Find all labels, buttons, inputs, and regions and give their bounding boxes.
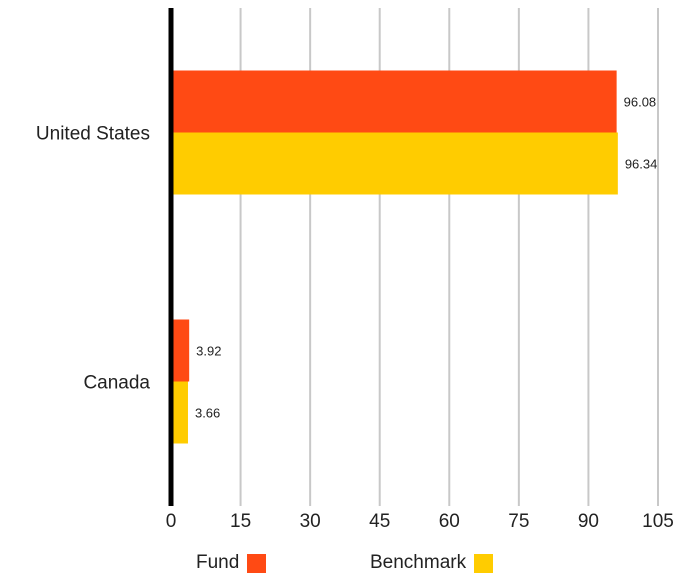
data-label: 3.92 (196, 344, 221, 359)
x-tick-label: 75 (508, 511, 529, 532)
category-label: Canada (83, 373, 150, 394)
category-labels: United States Canada (36, 124, 151, 394)
bar-fund-canada (171, 319, 190, 382)
legend-label-benchmark: Benchmark (370, 552, 467, 573)
x-tick-label: 30 (300, 511, 321, 532)
data-label: 3.66 (195, 406, 220, 421)
bar-chart: 96.08 96.34 3.92 3.66 United States Canada 0… (36, 8, 674, 532)
bars (171, 70, 618, 444)
legend-swatch-fund (247, 553, 267, 573)
x-tick-label: 60 (439, 511, 460, 532)
x-tick-label: 90 (578, 511, 599, 532)
x-tick-label: 105 (642, 511, 674, 532)
category-label: United States (36, 124, 150, 145)
x-tick-label: 15 (230, 511, 251, 532)
legend-item-fund: Fund (196, 552, 267, 574)
bar-benchmark-canada (171, 381, 188, 444)
legend-label-fund: Fund (196, 552, 240, 573)
legend: Fund Benchmark (0, 552, 690, 580)
legend-item-benchmark: Benchmark (370, 552, 494, 574)
data-label: 96.34 (625, 157, 658, 172)
value-labels: 96.08 96.34 3.92 3.66 (195, 95, 657, 421)
bar-fund-united-states (171, 70, 617, 133)
data-label: 96.08 (624, 95, 657, 110)
x-tick-label: 45 (369, 511, 390, 532)
x-tick-labels: 0 15 30 45 60 75 90 105 (166, 511, 674, 532)
x-tick-label: 0 (166, 511, 177, 532)
legend-swatch-benchmark (474, 553, 494, 573)
bar-benchmark-united-states (171, 132, 618, 195)
